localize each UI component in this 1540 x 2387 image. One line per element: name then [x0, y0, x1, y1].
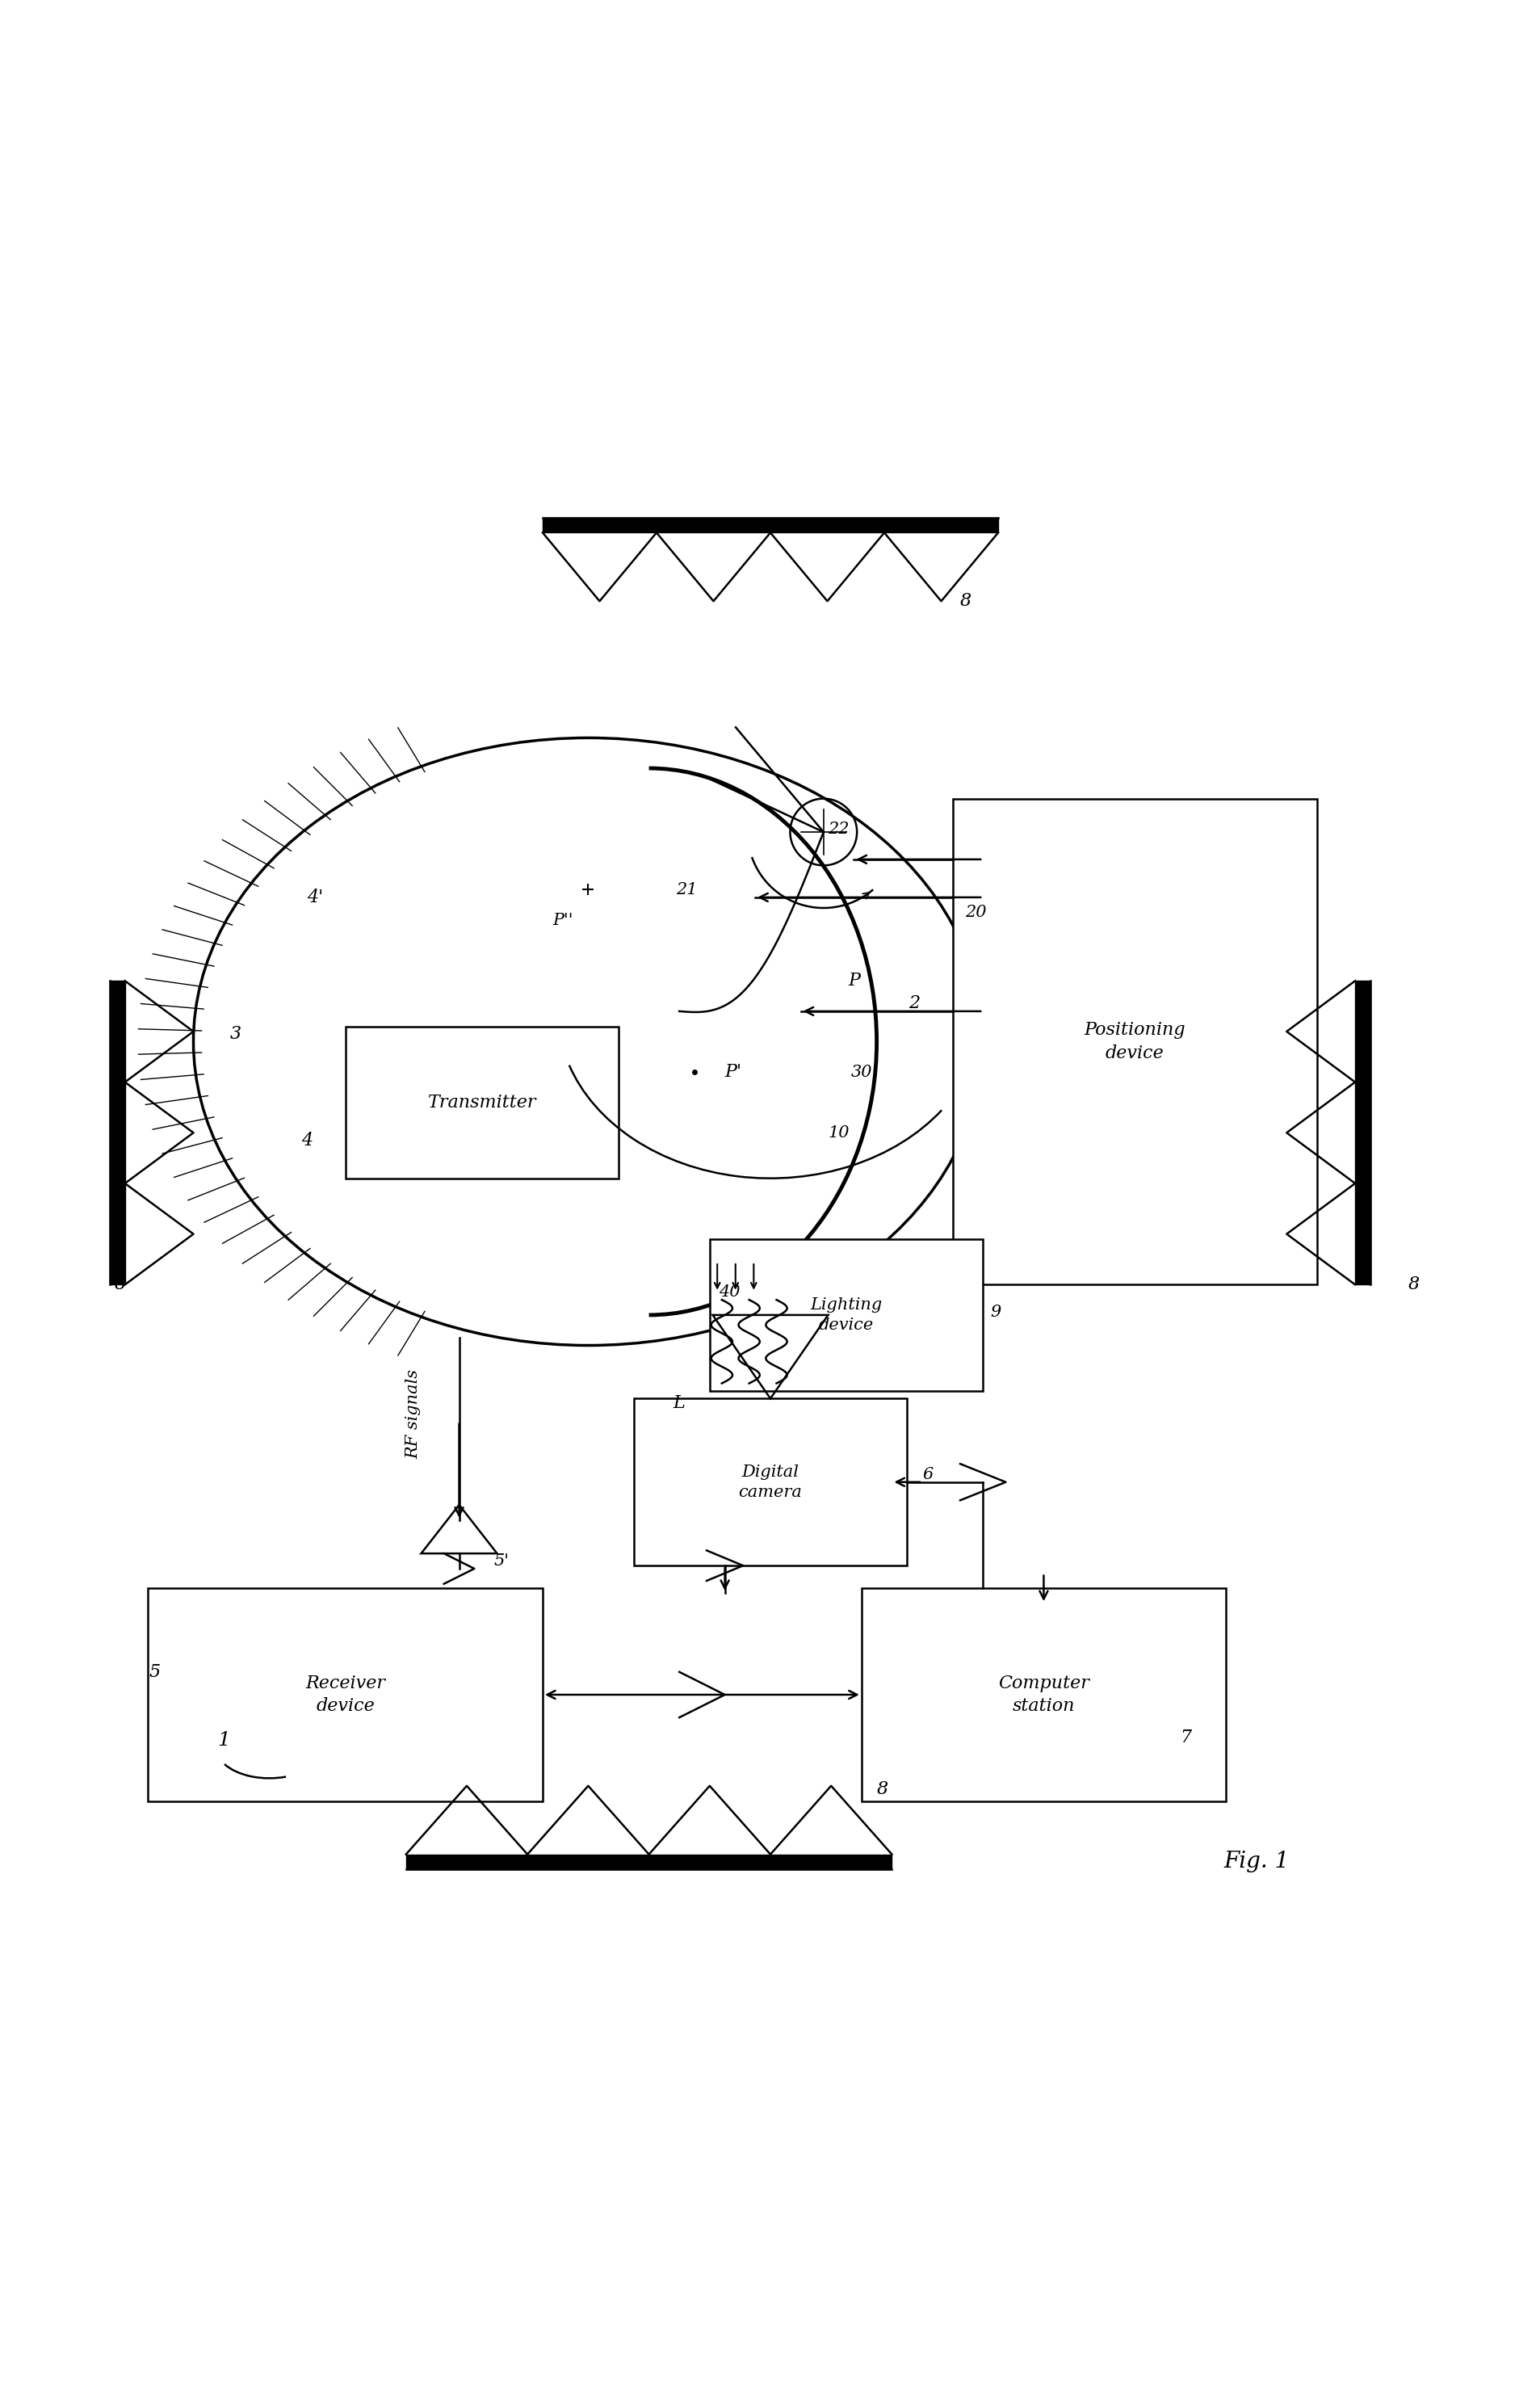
- Text: 40: 40: [718, 1284, 739, 1301]
- Text: 4': 4': [306, 888, 323, 907]
- Text: RF signals: RF signals: [405, 1368, 420, 1458]
- Text: 5': 5': [494, 1554, 510, 1568]
- Bar: [148, 1587, 542, 1802]
- Text: 2: 2: [909, 995, 919, 1012]
- Text: 3: 3: [229, 1024, 242, 1043]
- Text: L: L: [673, 1394, 685, 1411]
- Text: 1: 1: [217, 1731, 229, 1750]
- Text: 20: 20: [964, 905, 986, 921]
- Bar: [861, 1587, 1226, 1802]
- Text: 8: 8: [959, 592, 972, 611]
- Text: 4: 4: [302, 1131, 313, 1148]
- Text: Digital
camera: Digital camera: [738, 1463, 802, 1499]
- Bar: [345, 1026, 618, 1179]
- Text: 8: 8: [114, 1275, 126, 1294]
- Text: 7: 7: [1180, 1728, 1190, 1747]
- Text: Lighting
device: Lighting device: [810, 1296, 882, 1332]
- Text: 8: 8: [1408, 1275, 1418, 1294]
- Text: 30: 30: [850, 1065, 872, 1079]
- Text: Computer
station: Computer station: [998, 1673, 1089, 1716]
- Text: Receiver
device: Receiver device: [305, 1673, 385, 1716]
- Text: Positioning
device: Positioning device: [1084, 1022, 1184, 1062]
- Text: P': P': [724, 1062, 742, 1081]
- Text: 9: 9: [990, 1303, 1001, 1320]
- Text: P'': P'': [553, 912, 573, 929]
- Text: Fig. 1: Fig. 1: [1223, 1850, 1289, 1874]
- Text: 22: 22: [827, 821, 849, 838]
- Text: 10: 10: [827, 1124, 849, 1141]
- Text: 6: 6: [922, 1466, 932, 1482]
- Bar: [710, 1239, 983, 1392]
- Text: P: P: [847, 972, 859, 991]
- Text: 21: 21: [676, 883, 698, 898]
- Bar: [633, 1399, 907, 1566]
- Text: 8: 8: [876, 1781, 887, 1797]
- Bar: [952, 800, 1317, 1284]
- Text: Transmitter: Transmitter: [428, 1093, 536, 1112]
- Text: 5: 5: [148, 1664, 160, 1680]
